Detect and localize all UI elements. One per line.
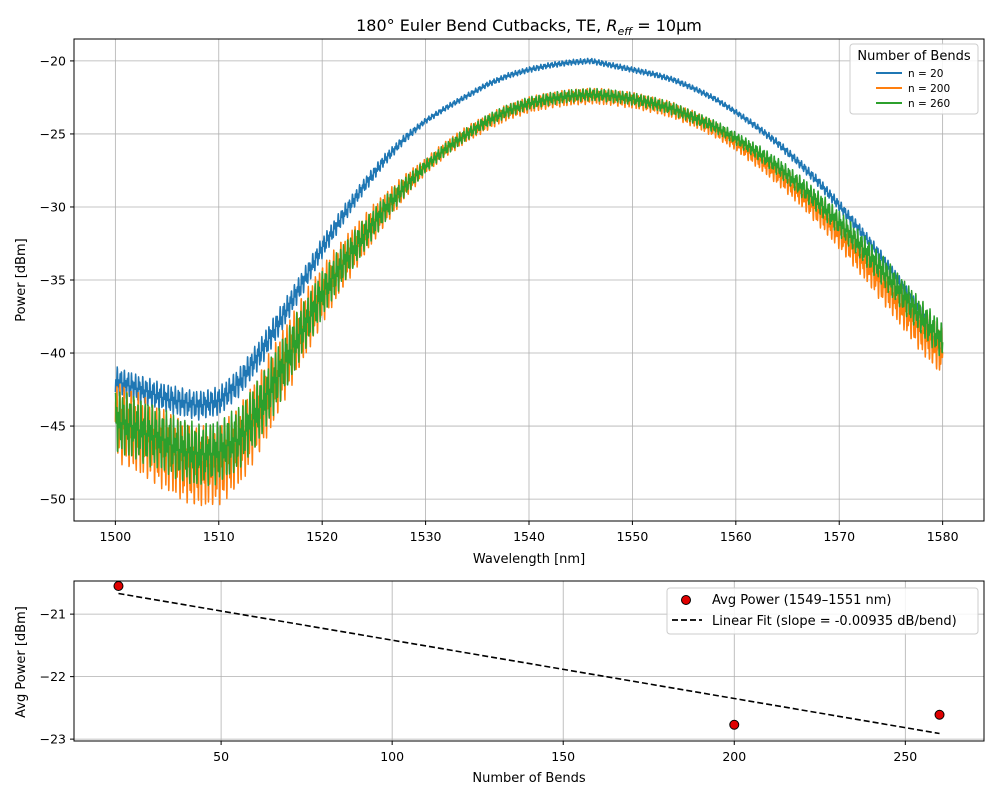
top-series-lines (114, 57, 944, 507)
series-line (114, 87, 944, 487)
bottom-legend-box (666, 587, 979, 635)
linear-fit-line (118, 592, 940, 735)
top-y-tick-label: −40 (40, 346, 66, 361)
top-x-tick-label: 1560 (720, 529, 752, 544)
legend-label-n20: n = 20 (908, 68, 944, 80)
avg-power-point (934, 709, 945, 720)
bottom-x-tick-label: 250 (893, 749, 917, 764)
bottom-chart: 50 100 150 200 250 −23 −22 −21 Number of Bends… (14, 580, 985, 786)
bottom-grid (74, 581, 984, 741)
bottom-plot-frame (73, 580, 985, 742)
bottom-y-tick-label: −21 (40, 607, 66, 622)
top-legend-box (849, 43, 979, 115)
top-x-tick-label: 1510 (203, 529, 235, 544)
top-y-ticks: −50 −45 −40 −35 −30 −25 −20 (40, 53, 74, 507)
legend-scatter-marker (681, 595, 691, 605)
legend-fit-label: Linear Fit (slope = -0.00935 dB/bend) (712, 614, 957, 629)
top-legend-title: Number of Bends (857, 49, 970, 64)
bottom-marks (113, 581, 945, 735)
bottom-y-tick-label: −23 (40, 732, 66, 747)
bottom-y-tick-label: −22 (40, 669, 66, 684)
top-y-tick-label: −50 (40, 492, 66, 507)
top-y-tick-label: −45 (40, 419, 66, 434)
top-chart: 180° Euler Bend Cutbacks, TE, Reff = 10μ… (14, 16, 985, 567)
avg-power-point (113, 581, 124, 591)
top-y-tick-label: −20 (40, 53, 66, 68)
bottom-x-tick-label: 50 (213, 749, 229, 764)
bottom-legend: Avg Power (1549–1551 nm) Linear Fit (slo… (666, 587, 979, 635)
top-x-tick-label: 1520 (306, 529, 338, 544)
top-x-tick-label: 1580 (927, 529, 959, 544)
top-y-tick-label: −30 (40, 199, 66, 214)
top-x-tick-label: 1540 (513, 529, 545, 544)
top-x-ticks: 1500 1510 1520 1530 1540 1550 1560 1570 1580 (99, 521, 959, 544)
top-x-axis-label: Wavelength [nm] (473, 552, 585, 567)
series-n-20 (114, 57, 944, 421)
bottom-x-axis-label: Number of Bends (472, 771, 585, 786)
bottom-y-ticks: −23 −22 −21 (40, 607, 74, 747)
legend-scatter-label: Avg Power (1549–1551 nm) (712, 593, 892, 608)
top-y-tick-label: −35 (40, 273, 66, 288)
top-y-axis-label: Power [dBm] (14, 238, 29, 321)
top-y-tick-label: −25 (40, 126, 66, 141)
avg-power-point (729, 719, 740, 730)
top-x-tick-label: 1550 (617, 529, 649, 544)
legend-label-n260: n = 260 (908, 98, 950, 110)
top-x-tick-label: 1530 (410, 529, 442, 544)
top-legend: Number of Bends n = 20 n = 200 n = 260 (849, 43, 979, 115)
top-x-tick-label: 1500 (99, 529, 131, 544)
legend-label-n200: n = 200 (908, 83, 950, 95)
bottom-x-tick-label: 150 (551, 749, 575, 764)
bottom-x-tick-label: 200 (722, 749, 746, 764)
series-line (114, 57, 944, 421)
bottom-x-tick-label: 100 (380, 749, 404, 764)
top-chart-title: 180° Euler Bend Cutbacks, TE, Reff = 10μ… (356, 16, 702, 38)
bottom-y-axis-label: Avg Power [dBm] (14, 606, 29, 718)
series-n-260 (114, 87, 944, 487)
top-x-tick-label: 1570 (823, 529, 855, 544)
bottom-x-ticks: 50 100 150 200 250 (213, 741, 917, 764)
